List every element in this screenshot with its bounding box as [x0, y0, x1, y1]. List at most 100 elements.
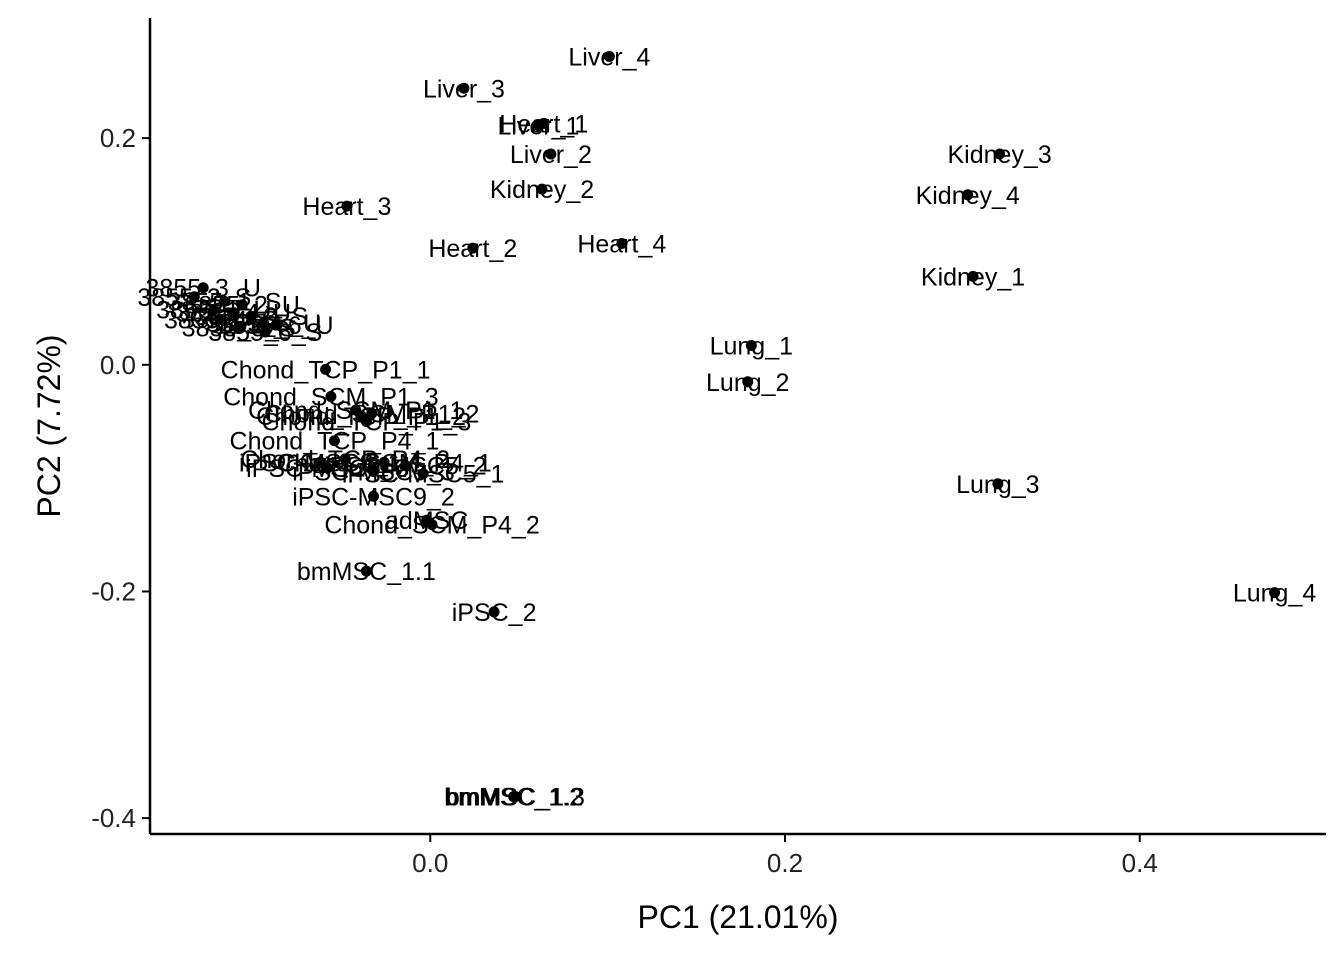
- data-point: [536, 183, 548, 195]
- data-point: [321, 462, 333, 474]
- data-point: [233, 321, 245, 333]
- data-point: [742, 376, 754, 388]
- data-point-label: iPSC-MSC9_1: [239, 449, 402, 477]
- data-point-label: Lung_1: [710, 333, 793, 361]
- y-axis-ticks: -0.4 -0.2 0.0 0.2: [91, 123, 150, 833]
- data-point: [367, 490, 379, 502]
- data-point: [488, 606, 500, 618]
- x-axis-title: PC1 (21.01%): [638, 899, 839, 935]
- data-point-label: Chond_TCP_P4_1: [230, 428, 440, 456]
- data-point-label: Chond_TCP_P1_2: [256, 403, 466, 431]
- data-point: [215, 313, 227, 325]
- data-point-label: 3855_5_S: [182, 314, 296, 342]
- data-point-label: Heart_3: [302, 193, 391, 221]
- data-point-label: 3855_3_S: [194, 303, 308, 331]
- data-point-label: Kidney_4: [916, 182, 1020, 210]
- data-point-label: Heart_2: [428, 235, 517, 263]
- data-point: [360, 565, 372, 577]
- data-point: [603, 51, 615, 63]
- data-point-label: 3855_1_S: [167, 288, 281, 316]
- data-point-label: Chond_SCM_P1_1: [248, 397, 463, 425]
- data-point: [962, 189, 974, 201]
- x-axis-ticks: 0.0 0.2 0.4: [412, 834, 1158, 878]
- data-point-label: Liver_2: [510, 141, 592, 169]
- data-point-label: Kidney_2: [490, 176, 594, 204]
- data-point-label: adMSC: [385, 507, 468, 535]
- x-tick-label: 0.4: [1122, 848, 1158, 878]
- data-point: [745, 340, 757, 352]
- data-point: [245, 310, 257, 322]
- data-point-label: bmMSC_1.2: [444, 784, 583, 812]
- data-point: [341, 200, 353, 212]
- data-point-label: iPSC-MSC5_1: [342, 461, 505, 489]
- data-point-label: Liver_3: [423, 75, 505, 103]
- data-point: [339, 453, 351, 465]
- data-point-label: 3855_2_S: [137, 284, 251, 312]
- data-point: [994, 148, 1006, 160]
- data-point-label: Kidney_1: [921, 263, 1025, 291]
- data-point-label: Liver_1: [497, 113, 579, 141]
- x-tick-label: 0.0: [412, 848, 448, 878]
- data-point-label: Chond_TCP_P4_2: [240, 446, 450, 474]
- data-point: [616, 238, 628, 250]
- data-point: [320, 363, 332, 375]
- y-tick-label: -0.4: [91, 803, 136, 833]
- data-point-label: Heart_4: [577, 231, 666, 259]
- data-point: [360, 415, 372, 427]
- data-point: [967, 270, 979, 282]
- data-point: [378, 456, 390, 468]
- data-point: [366, 408, 378, 420]
- data-point: [218, 295, 230, 307]
- data-point-label: 3855_2_U: [185, 292, 300, 320]
- data-point: [328, 435, 340, 447]
- data-point-label: Chond_TCP_P1_3: [261, 408, 471, 436]
- points-layer: [188, 51, 1281, 803]
- y-axis-title: PC2 (7.72%): [31, 334, 67, 517]
- data-point: [426, 519, 438, 531]
- data-point: [1269, 587, 1281, 599]
- y-tick-label: 0.2: [100, 123, 136, 153]
- data-point-label: 3855_6_S: [208, 319, 322, 347]
- data-point-label: 3855_5_U: [206, 310, 321, 338]
- data-point: [509, 791, 521, 803]
- data-point-label: iPSC-MSC9_2: [292, 483, 455, 511]
- data-point: [992, 478, 1004, 490]
- data-point: [236, 299, 248, 311]
- data-point-label: Chond_SCM_P1_3: [223, 384, 438, 412]
- y-tick-label: -0.2: [91, 576, 136, 606]
- data-point-label: 3855_4_U: [176, 300, 291, 328]
- data-point: [259, 326, 271, 338]
- data-point: [458, 82, 470, 94]
- data-point: [545, 148, 557, 160]
- data-point-label: bmMSC_1.1: [297, 558, 436, 586]
- data-point-label: Liver_4: [568, 44, 650, 72]
- data-point: [399, 460, 411, 472]
- data-point-label: Chond_SCM_P4_2: [324, 512, 539, 540]
- data-point-label: Heart_1: [499, 110, 588, 138]
- data-point-label: 3855_3_U: [146, 275, 261, 303]
- data-point-label: iPSC-MSC5_2: [324, 453, 487, 481]
- data-point: [208, 303, 220, 315]
- data-point-label: 3855_4_S: [164, 306, 278, 334]
- data-point-label: 3855_1_U: [156, 296, 271, 324]
- data-point: [227, 307, 239, 319]
- data-point-label: Chond_SCM_P4_1: [276, 449, 491, 477]
- data-point-label: Lung_2: [706, 369, 789, 397]
- data-point-label: iPSC_2: [452, 599, 537, 627]
- data-point-label: iPSC-MSC9_3: [246, 455, 409, 483]
- data-point: [367, 465, 379, 477]
- data-point-label: bmMSC_1.3: [446, 784, 585, 812]
- data-point: [532, 120, 544, 132]
- data-point-label: 3855_6_U: [218, 312, 333, 340]
- data-point: [197, 282, 209, 294]
- data-point-label: Chond_TCP_P1_1: [221, 356, 431, 384]
- data-point: [325, 391, 337, 403]
- data-point: [417, 468, 429, 480]
- data-point-label: Lung_3: [956, 471, 1039, 499]
- x-tick-label: 0.2: [767, 848, 803, 878]
- data-point: [467, 242, 479, 254]
- data-point-label: Chond_SCM_P1_2: [264, 401, 479, 429]
- data-point: [188, 291, 200, 303]
